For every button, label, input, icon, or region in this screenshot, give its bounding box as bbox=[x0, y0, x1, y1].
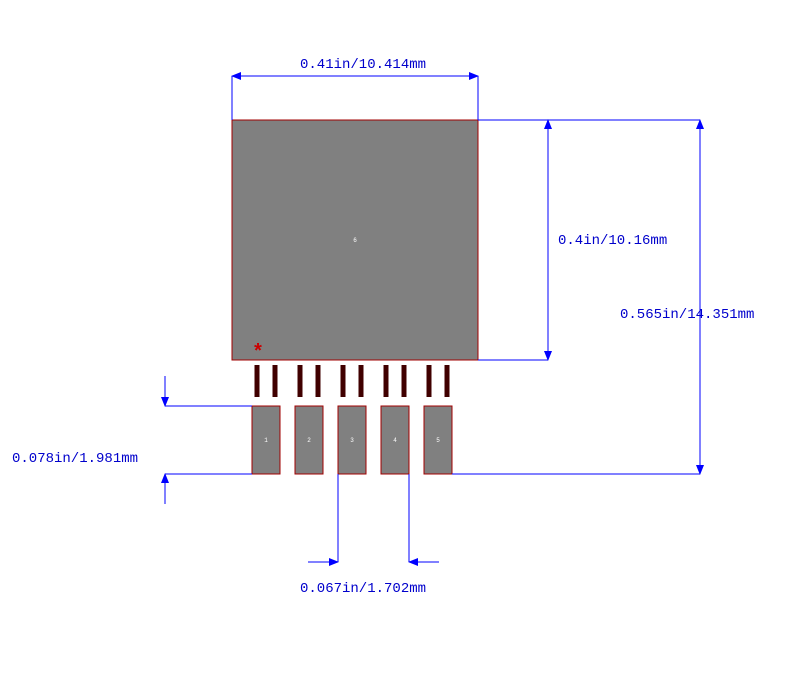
footprint-drawing: 6 1 2 3 4 5 * 0.41in/10.414mm 0.4in/10.16mm 0.565… bbox=[0, 0, 800, 700]
lead-9 bbox=[427, 365, 432, 397]
lead-3 bbox=[298, 365, 303, 397]
pin-label-2: 2 bbox=[307, 437, 311, 444]
body-pad-label: 6 bbox=[353, 237, 357, 244]
lead-7 bbox=[384, 365, 389, 397]
lead-10 bbox=[445, 365, 450, 397]
lead-2 bbox=[273, 365, 278, 397]
pin-label-3: 3 bbox=[350, 437, 354, 444]
lead-5 bbox=[341, 365, 346, 397]
lead-6 bbox=[359, 365, 364, 397]
dim-label: 0.067in/1.702mm bbox=[300, 581, 426, 597]
dim-label: 0.4in/10.16mm bbox=[558, 233, 667, 249]
pin-label-5: 5 bbox=[436, 437, 440, 444]
dim-label: 0.078in/1.981mm bbox=[12, 451, 138, 467]
pin1-mark-icon: * bbox=[252, 342, 264, 365]
lead-1 bbox=[255, 365, 260, 397]
pin-label-1: 1 bbox=[264, 437, 268, 444]
lead-8 bbox=[402, 365, 407, 397]
dim-label: 0.41in/10.414mm bbox=[300, 57, 426, 73]
dim-label: 0.565in/14.351mm bbox=[620, 307, 754, 323]
lead-4 bbox=[316, 365, 321, 397]
pin-label-4: 4 bbox=[393, 437, 397, 444]
